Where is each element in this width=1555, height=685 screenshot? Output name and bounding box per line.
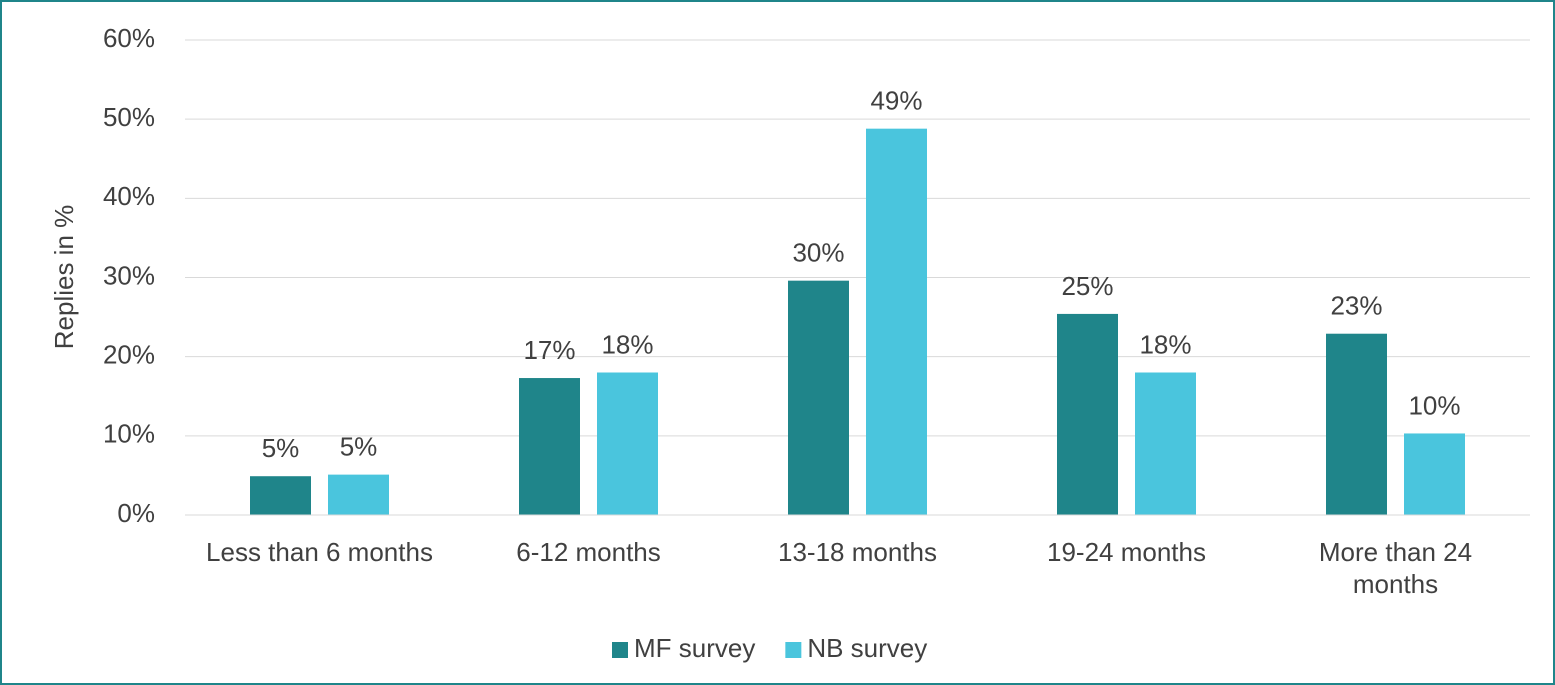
data-label: 25% bbox=[1061, 271, 1113, 301]
bar bbox=[788, 280, 849, 515]
data-label: 5% bbox=[262, 433, 300, 463]
x-tick-label: 13-18 months bbox=[778, 537, 937, 567]
legend-label: NB survey bbox=[807, 633, 927, 663]
legend-swatch bbox=[612, 642, 628, 658]
data-label: 49% bbox=[870, 86, 922, 116]
legend-swatch bbox=[785, 642, 802, 658]
data-label: 18% bbox=[1139, 329, 1191, 359]
legend-label: MF survey bbox=[634, 633, 755, 663]
y-tick-label: 30% bbox=[103, 260, 155, 290]
bar bbox=[1404, 433, 1465, 515]
data-label: 10% bbox=[1408, 390, 1460, 420]
bar bbox=[1135, 372, 1196, 515]
x-tick-label: 19-24 months bbox=[1047, 537, 1206, 567]
y-tick-label: 20% bbox=[103, 340, 155, 370]
bar bbox=[866, 128, 927, 515]
data-label: 5% bbox=[340, 432, 378, 462]
data-label: 17% bbox=[523, 335, 575, 365]
x-tick-label: More than 24 months bbox=[1318, 537, 1473, 599]
x-tick-label: 6-12 months bbox=[516, 537, 661, 567]
bar bbox=[328, 474, 389, 515]
bar bbox=[250, 476, 311, 515]
x-tick-label: Less than 6 months bbox=[206, 537, 433, 567]
data-label: 30% bbox=[792, 238, 844, 268]
data-label: 18% bbox=[601, 329, 653, 359]
y-axis-label: Replies in % bbox=[49, 205, 79, 350]
y-tick-label: 40% bbox=[103, 181, 155, 211]
y-tick-label: 0% bbox=[117, 498, 155, 528]
bar bbox=[1057, 313, 1118, 515]
data-label: 23% bbox=[1330, 291, 1382, 321]
bar bbox=[597, 372, 658, 515]
bar bbox=[519, 378, 580, 515]
y-tick-label: 60% bbox=[103, 23, 155, 53]
y-tick-label: 10% bbox=[103, 419, 155, 449]
bar bbox=[1326, 333, 1387, 515]
y-tick-label: 50% bbox=[103, 102, 155, 132]
